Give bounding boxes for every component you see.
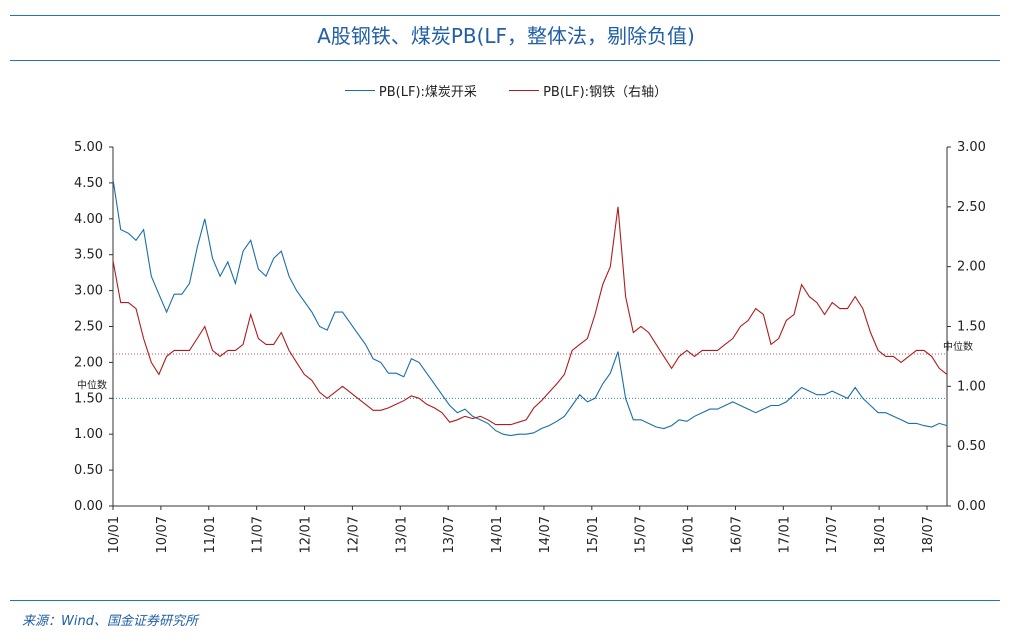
x-tick-label: 11/07 [251, 516, 266, 553]
x-tick-label: 13/07 [442, 516, 457, 553]
y-left-tick-label: 4.00 [74, 212, 103, 227]
x-tick-label: 12/01 [299, 516, 314, 553]
x-tick-label: 16/07 [729, 516, 744, 553]
y-left-tick-label: 3.50 [74, 248, 103, 263]
y-left-tick-label: 1.50 [74, 391, 103, 406]
y-right-tick-label: 2.00 [957, 260, 986, 275]
y-right-tick-label: 0.00 [957, 499, 986, 514]
y-left-tick-label: 1.00 [74, 427, 103, 442]
x-tick-label: 16/01 [682, 516, 697, 553]
y-right-tick-label: 2.50 [957, 200, 986, 215]
y-left-tick-label: 0.00 [74, 499, 103, 514]
top-rule [10, 15, 1000, 16]
y-right-tick-label: 1.50 [957, 320, 986, 335]
y-left-tick-label: 2.00 [74, 355, 103, 370]
series-line-coal [112, 179, 948, 437]
legend-label-steel: PB(LF):钢铁（右轴） [543, 85, 668, 100]
chart-title: A股钢铁、煤炭PB(LF，整体法，剔除负值) [317, 24, 695, 48]
x-tick-label: 18/07 [921, 516, 936, 553]
y-right-tick-label: 0.50 [957, 439, 986, 454]
legend: PB(LF):煤炭开采 PB(LF):钢铁（右轴） [0, 80, 1012, 100]
y-left-tick-label: 2.50 [74, 320, 103, 335]
y-left-tick-label: 3.00 [74, 284, 103, 299]
median-label-coal: 中位数 [77, 378, 107, 391]
y-left-tick-label: 5.00 [74, 140, 103, 155]
y-right-tick-label: 1.00 [957, 379, 986, 394]
bottom-rule [10, 600, 1000, 601]
median-label-steel: 中位数 [943, 340, 973, 353]
x-tick-label: 12/07 [346, 516, 361, 553]
legend-item-coal: PB(LF):煤炭开采 [344, 81, 477, 100]
chart-plot: 0.00 0.50 1.00 1.50 2.00 2.50 3.00 3.50 4.00 4.50… [74, 140, 986, 553]
x-tick-label: 14/07 [538, 516, 553, 553]
legend-label-coal: PB(LF):煤炭开采 [378, 85, 477, 100]
title-rule [10, 60, 1000, 61]
source-note: 来源：Wind、国金证券研究所 [22, 614, 198, 629]
legend-item-steel: PB(LF):钢铁（右轴） [509, 81, 667, 100]
y-left-tick-label: 4.50 [74, 176, 103, 191]
series-line-steel [112, 206, 948, 426]
x-tick-label: 17/07 [825, 516, 840, 553]
y-left-tick-label: 0.50 [74, 463, 103, 478]
x-tick-label: 10/07 [155, 516, 170, 553]
x-tick-label: 17/01 [777, 516, 792, 553]
x-tick-label: 18/01 [873, 516, 888, 553]
y-right-tick-label: 3.00 [957, 140, 986, 155]
x-tick-label: 15/07 [634, 516, 649, 553]
legend-swatch-steel [509, 90, 540, 91]
x-tick-label: 11/01 [203, 516, 218, 553]
x-tick-label: 14/01 [490, 516, 505, 553]
x-tick-label: 15/01 [586, 516, 601, 553]
x-tick-label: 13/01 [394, 516, 409, 553]
legend-swatch-coal [344, 90, 375, 91]
x-tick-label: 10/01 [107, 516, 122, 553]
